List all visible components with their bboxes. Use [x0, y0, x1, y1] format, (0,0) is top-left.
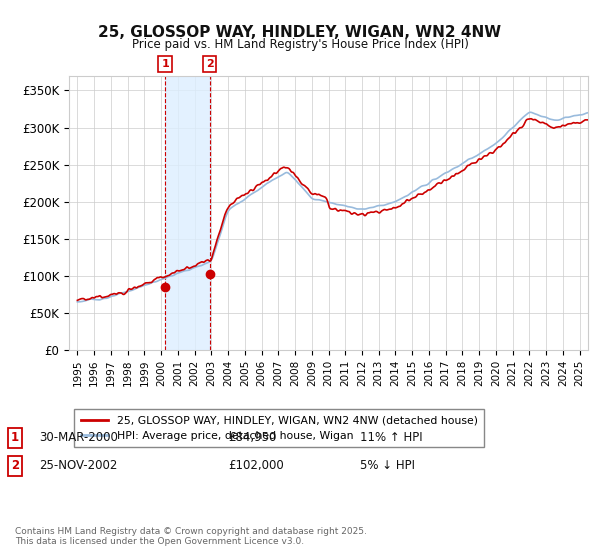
Bar — [165, 76, 209, 350]
Text: 25-NOV-2002: 25-NOV-2002 — [39, 459, 118, 473]
Legend: 25, GLOSSOP WAY, HINDLEY, WIGAN, WN2 4NW (detached house), HPI: Average price, d: 25, GLOSSOP WAY, HINDLEY, WIGAN, WN2 4NW… — [74, 409, 484, 447]
Text: 11% ↑ HPI: 11% ↑ HPI — [360, 431, 422, 445]
Text: 5% ↓ HPI: 5% ↓ HPI — [360, 459, 415, 473]
Text: 30-MAR-2000: 30-MAR-2000 — [39, 431, 118, 445]
Text: £102,000: £102,000 — [228, 459, 284, 473]
Text: 2: 2 — [206, 59, 214, 69]
Text: 25, GLOSSOP WAY, HINDLEY, WIGAN, WN2 4NW: 25, GLOSSOP WAY, HINDLEY, WIGAN, WN2 4NW — [98, 25, 502, 40]
Text: 1: 1 — [11, 431, 19, 445]
Text: Contains HM Land Registry data © Crown copyright and database right 2025.
This d: Contains HM Land Registry data © Crown c… — [15, 526, 367, 546]
Text: £84,950: £84,950 — [228, 431, 277, 445]
Text: Price paid vs. HM Land Registry's House Price Index (HPI): Price paid vs. HM Land Registry's House … — [131, 38, 469, 51]
Text: 2: 2 — [11, 459, 19, 473]
Text: 1: 1 — [161, 59, 169, 69]
